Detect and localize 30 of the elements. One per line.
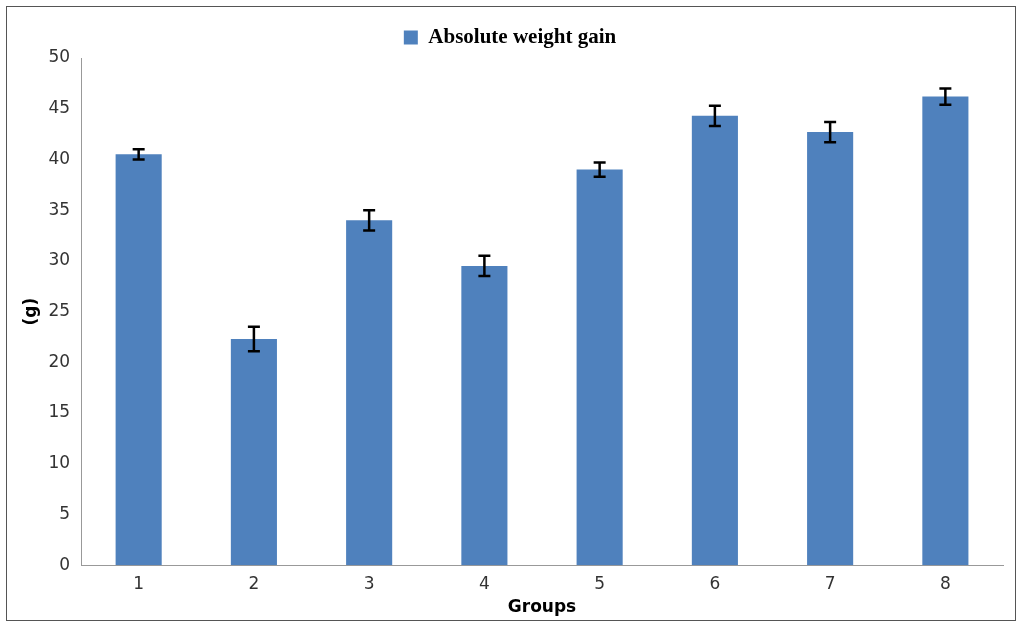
bar bbox=[691, 115, 738, 566]
x-tick-label: 7 bbox=[824, 572, 836, 593]
bar bbox=[346, 220, 393, 566]
y-tick-label: 30 bbox=[48, 249, 71, 270]
y-tick-label: 35 bbox=[48, 198, 71, 219]
x-tick-label: 4 bbox=[478, 572, 490, 593]
y-axis-title: (g) bbox=[19, 297, 40, 326]
bar bbox=[461, 265, 508, 566]
x-tick-label: 5 bbox=[594, 572, 606, 593]
y-tick-label: 45 bbox=[48, 97, 71, 118]
x-axis-title: Groups bbox=[507, 596, 577, 617]
x-tick-label: 8 bbox=[939, 572, 951, 593]
y-tick-label: 20 bbox=[48, 350, 71, 371]
bar bbox=[115, 154, 162, 566]
y-tick-label: 10 bbox=[48, 452, 71, 473]
y-tick-label: 0 bbox=[59, 553, 71, 574]
bar bbox=[922, 96, 969, 566]
bar bbox=[807, 132, 854, 566]
legend-label: Absolute weight gain bbox=[428, 23, 617, 48]
y-tick-label: 5 bbox=[59, 502, 71, 523]
bar bbox=[576, 169, 623, 566]
y-tick-label: 25 bbox=[48, 300, 71, 321]
y-tick-label: 15 bbox=[48, 401, 71, 422]
x-tick-label: 1 bbox=[133, 572, 145, 593]
y-tick-label: 50 bbox=[48, 46, 71, 67]
x-tick-label: 6 bbox=[709, 572, 721, 593]
y-tick-label: 40 bbox=[48, 147, 71, 168]
x-tick-label: 2 bbox=[248, 572, 260, 593]
x-tick-label: 3 bbox=[363, 572, 375, 593]
bar bbox=[230, 338, 277, 566]
